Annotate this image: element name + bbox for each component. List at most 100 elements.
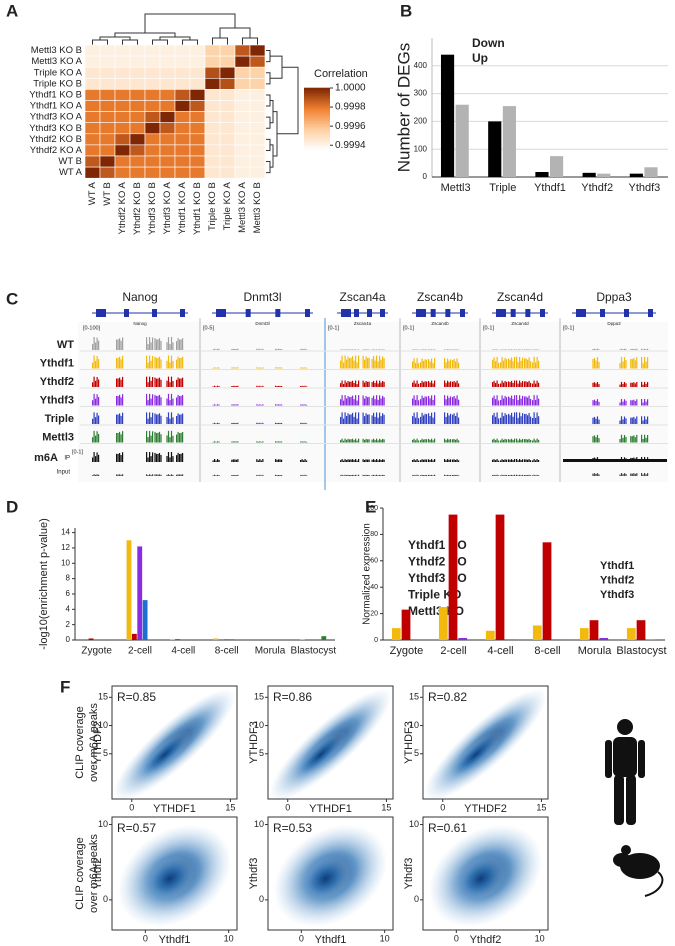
bar bbox=[550, 156, 564, 177]
column-label: Ythdf1 KO A bbox=[177, 182, 188, 235]
signal-peak bbox=[212, 348, 308, 350]
colorbar-step bbox=[304, 146, 330, 149]
bar bbox=[455, 104, 469, 177]
heatmap-cell bbox=[159, 66, 176, 79]
r-value: R=0.53 bbox=[273, 821, 312, 835]
column-label: Ythdf3 KO B bbox=[147, 182, 158, 235]
x-tick-label: 0 bbox=[143, 933, 148, 943]
colorbar-step bbox=[304, 124, 330, 128]
y-axis-label: CLIP coverage bbox=[74, 706, 86, 779]
legend-label: Ythdf1 bbox=[600, 560, 634, 572]
heatmap-cell bbox=[219, 78, 236, 90]
heatmap-cell bbox=[159, 89, 176, 101]
signal-peak bbox=[412, 438, 460, 443]
colorbar-step bbox=[304, 135, 330, 138]
colorbar-step bbox=[304, 117, 330, 120]
panel-label: A bbox=[6, 1, 18, 20]
bar bbox=[597, 173, 611, 177]
bar bbox=[223, 639, 229, 640]
signal-peak bbox=[412, 395, 460, 406]
colorbar-tick-label: 0.9996 bbox=[335, 121, 366, 132]
heatmap-cell bbox=[84, 155, 101, 168]
heatmap-cell bbox=[234, 166, 251, 179]
heatmap-cell bbox=[174, 166, 191, 179]
density-core bbox=[448, 730, 503, 780]
y-axis-label: Normalized expression bbox=[362, 523, 373, 625]
heatmap-cell bbox=[249, 155, 266, 168]
heatmap-cell bbox=[159, 122, 176, 135]
heatmap-cell bbox=[234, 78, 251, 90]
gene-name-small: Dnmt3l bbox=[255, 321, 269, 326]
heatmap-cell bbox=[189, 122, 206, 135]
heatmap-cell bbox=[129, 66, 146, 79]
y-tick-label: 5 bbox=[259, 748, 264, 758]
heatmap-cell bbox=[204, 78, 221, 90]
gene-name-small: Nanog bbox=[133, 321, 147, 326]
signal-peak bbox=[212, 367, 308, 369]
x-tick-label: 8-cell bbox=[215, 646, 239, 657]
y-axis-label: CLIP coverage bbox=[74, 837, 86, 910]
x-tick-label: 0 bbox=[129, 802, 134, 812]
y-tick-label: 2 bbox=[66, 620, 71, 629]
m6a-peak bbox=[492, 459, 540, 462]
column-label: Ythdf1 KO B bbox=[192, 182, 203, 235]
signal-peak bbox=[92, 355, 184, 369]
bar bbox=[142, 600, 148, 640]
heatmap-cell bbox=[189, 144, 206, 157]
bar bbox=[502, 106, 516, 177]
density bbox=[117, 824, 232, 927]
exon bbox=[460, 309, 465, 317]
signal-peak bbox=[92, 337, 184, 350]
density-core bbox=[293, 730, 348, 780]
colorbar-step bbox=[304, 97, 330, 100]
y-axis-label: Ythdf3 bbox=[248, 858, 260, 890]
bar bbox=[629, 173, 643, 177]
heatmap-cell bbox=[189, 100, 206, 112]
heatmap-cell bbox=[189, 166, 206, 179]
heatmap-cell bbox=[84, 133, 101, 146]
track-label-small: IP bbox=[64, 456, 70, 462]
y-tick-label: 80 bbox=[370, 531, 378, 538]
row-label: WT A bbox=[59, 167, 83, 178]
heatmap-cell bbox=[144, 78, 161, 90]
density-core bbox=[454, 855, 507, 902]
bar bbox=[589, 620, 599, 640]
signal-peak bbox=[212, 385, 308, 387]
colorbar-step bbox=[304, 128, 330, 131]
heatmap-cell bbox=[159, 100, 176, 112]
r-value: R=0.86 bbox=[273, 690, 312, 704]
x-tick-label: 10 bbox=[224, 933, 234, 943]
heatmap-cell bbox=[99, 144, 116, 157]
heatmap-cell bbox=[99, 44, 116, 57]
plot-frame bbox=[267, 816, 394, 931]
x-tick-label: 0 bbox=[299, 933, 304, 943]
heatmap-cell bbox=[99, 133, 116, 146]
heatmap-cell bbox=[174, 122, 191, 135]
heatmap-cell bbox=[129, 111, 146, 123]
heatmap-cell bbox=[249, 111, 266, 123]
gene-name: Nanog bbox=[122, 290, 157, 304]
colorbar-step bbox=[304, 126, 330, 129]
y-tick-label: 20 bbox=[370, 610, 378, 617]
colorbar-title: Correlation bbox=[314, 68, 368, 80]
human-silhouette bbox=[605, 719, 645, 825]
bar bbox=[391, 628, 401, 640]
heatmap-cell bbox=[129, 155, 146, 168]
row-label: Mettl3 KO B bbox=[31, 45, 82, 56]
heatmap-cell bbox=[129, 55, 146, 68]
heatmap-cell bbox=[144, 89, 161, 101]
y-axis-label: Ythdf2 bbox=[92, 858, 104, 890]
colorbar-step bbox=[304, 112, 330, 115]
legend-label: Ythdf1 KO bbox=[408, 538, 467, 552]
row-label: Ythdf2 KO A bbox=[30, 145, 83, 156]
heatmap-cell bbox=[159, 44, 176, 57]
colorbar-step bbox=[304, 95, 330, 98]
legend-label: Down bbox=[472, 36, 505, 50]
colorbar-step bbox=[304, 148, 330, 151]
heatmap-cell bbox=[204, 66, 221, 79]
signal-peak bbox=[412, 412, 460, 424]
bar bbox=[321, 636, 327, 640]
heatmap-cell bbox=[204, 166, 221, 179]
y-tick-label: 12 bbox=[61, 543, 70, 552]
